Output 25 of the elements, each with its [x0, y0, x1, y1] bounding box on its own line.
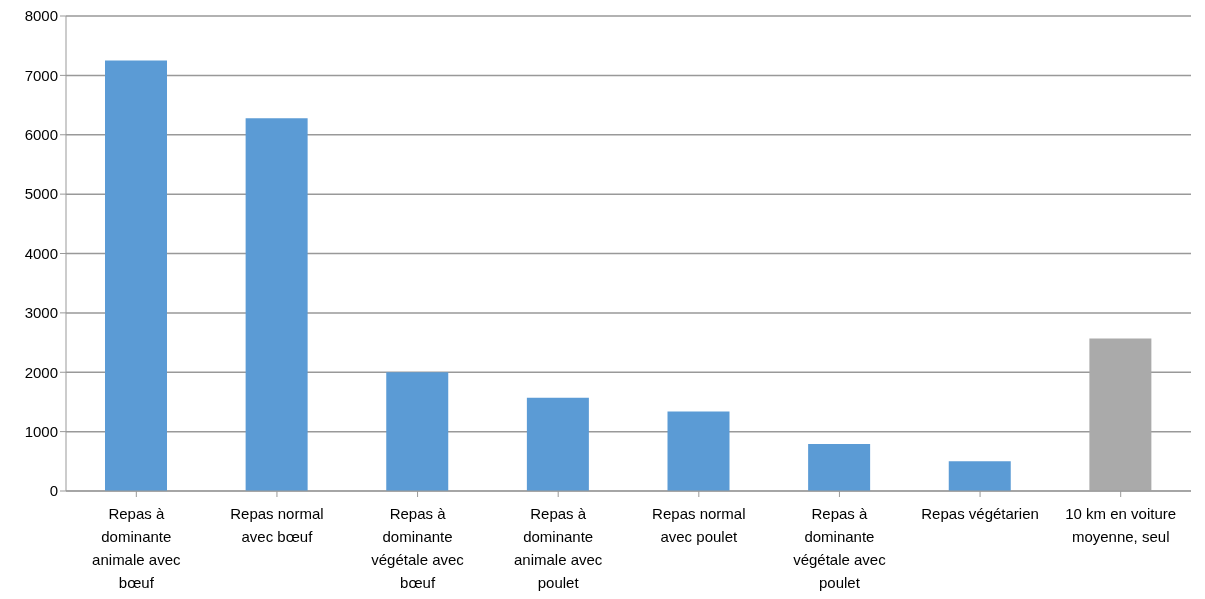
y-tick-label: 2000 [24, 363, 58, 381]
x-tick-label: Repas normal avec bœuf [230, 505, 324, 545]
y-tick-label: 3000 [24, 304, 58, 322]
bar [667, 411, 730, 491]
x-tick-label: Repas végétarien [921, 505, 1039, 522]
y-tick-label: 0 [49, 482, 58, 500]
x-tick-label: Repas à dominante animale avec bœuf [92, 505, 181, 591]
x-tick-label: Repas à dominante animale avec poulet [513, 505, 603, 591]
y-tick-label: 6000 [24, 126, 58, 144]
y-tick-label: 5000 [24, 185, 58, 203]
bar [1089, 338, 1152, 491]
bar [105, 60, 167, 491]
x-tick-label: Repas à dominante végétale avec poulet [793, 505, 887, 591]
y-tick-label: 1000 [24, 422, 58, 440]
y-tick-label: 8000 [24, 7, 58, 25]
bar [245, 118, 308, 491]
bar [386, 372, 449, 491]
bar [948, 461, 1011, 491]
y-tick-label: 7000 [24, 66, 58, 84]
bar [526, 397, 589, 491]
x-tick-label: 10 km en voiture moyenne, seul [1065, 505, 1177, 545]
bar [808, 444, 871, 491]
y-tick-label: 4000 [24, 244, 58, 262]
x-tick-label: Repas à dominante végétale avec bœuf [371, 505, 465, 591]
x-tick-label: Repas normal avec poulet [652, 505, 746, 545]
